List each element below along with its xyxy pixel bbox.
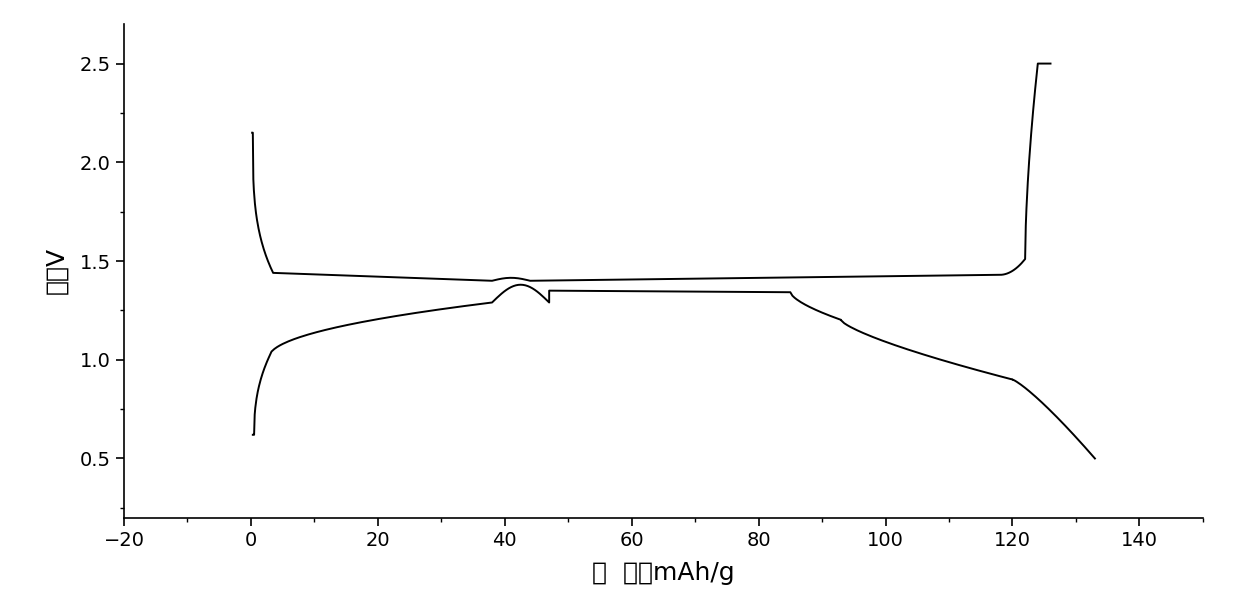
Y-axis label: 电压V: 电压V — [45, 247, 68, 294]
X-axis label: 比  容量mAh/g: 比 容量mAh/g — [591, 561, 735, 585]
